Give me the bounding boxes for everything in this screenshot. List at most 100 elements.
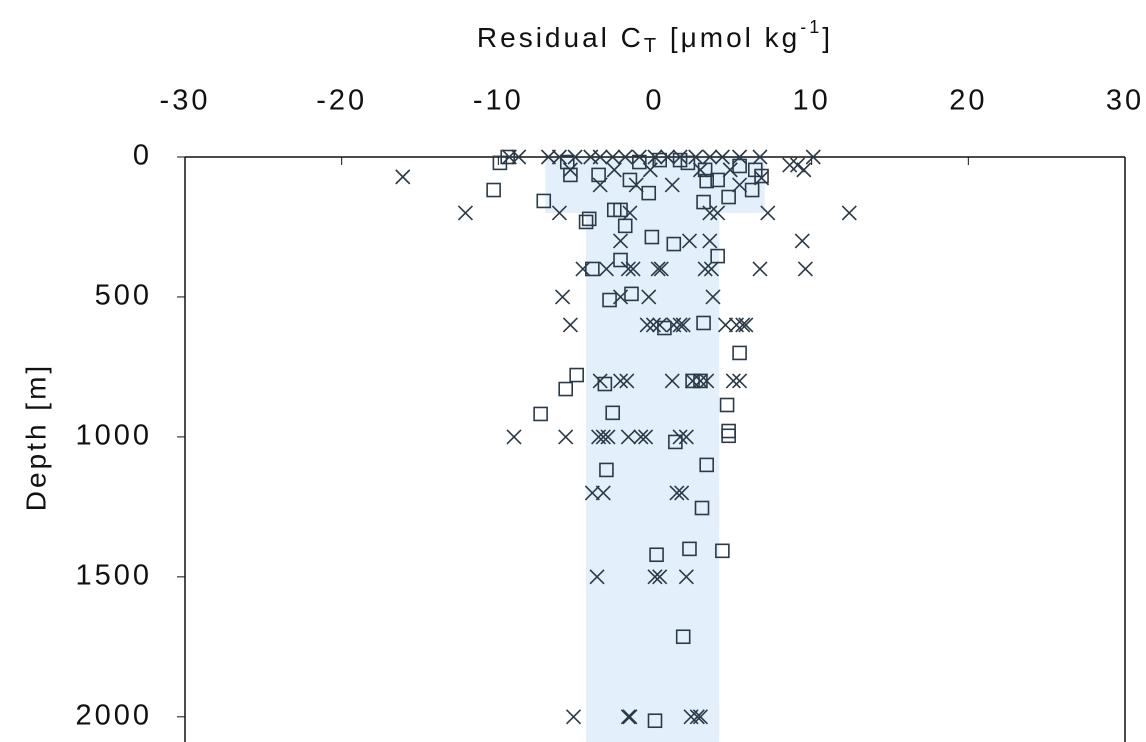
x-marker (794, 233, 810, 249)
square-marker (569, 367, 584, 383)
x-marker (672, 429, 688, 445)
x-marker (622, 205, 638, 221)
x-marker (689, 709, 705, 725)
x-marker (697, 261, 713, 277)
square-marker (666, 236, 682, 252)
x-marker (685, 373, 701, 389)
x-label-superscript: -1 (800, 17, 822, 37)
square-marker (696, 315, 711, 331)
x-marker (647, 149, 663, 165)
x-axis-label: Residual CT [μmol kg-1] (477, 17, 833, 58)
square-marker (591, 167, 606, 183)
x-label-text: Residual C (477, 22, 644, 53)
x-tick-label: -20 (316, 85, 367, 117)
x-marker (638, 429, 654, 445)
square-marker (710, 172, 725, 188)
square-marker (649, 547, 664, 563)
x-label-subscript: T (644, 35, 659, 57)
square-marker (581, 211, 597, 227)
x-marker (558, 429, 574, 445)
x-marker (664, 373, 680, 389)
x-marker (675, 317, 691, 333)
x-marker (669, 485, 685, 501)
square-marker (644, 229, 660, 245)
x-tick-label: -10 (473, 85, 524, 117)
square-marker (641, 185, 657, 201)
x-marker (605, 149, 621, 165)
square-marker (624, 286, 639, 302)
x-marker (612, 233, 629, 249)
square-marker (744, 182, 760, 198)
x-marker (540, 149, 557, 165)
x-marker (705, 289, 721, 305)
x-tick-label: 0 (645, 85, 664, 117)
square-marker (585, 261, 600, 277)
square-marker (732, 345, 747, 361)
x-marker (678, 569, 694, 585)
square-marker (721, 423, 736, 439)
square-marker (492, 155, 508, 171)
x-marker (562, 162, 578, 178)
x-marker (681, 233, 698, 249)
x-marker (732, 373, 748, 389)
x-marker (652, 569, 668, 585)
y-tick-label: 2000 (75, 699, 152, 731)
x-marker (760, 205, 776, 221)
x-marker (710, 205, 726, 221)
x-marker (782, 157, 798, 173)
square-marker (680, 155, 696, 171)
x-tick-label: 20 (949, 85, 987, 117)
x-marker (620, 261, 636, 277)
square-marker (536, 193, 552, 209)
x-marker (674, 485, 690, 501)
square-marker (605, 405, 621, 421)
x-marker (702, 233, 718, 249)
x-marker (692, 709, 708, 725)
y-tick-label: 0 (133, 140, 152, 172)
x-marker (555, 289, 571, 305)
x-marker (722, 162, 738, 178)
x-marker (735, 317, 751, 333)
square-marker (682, 541, 697, 557)
square-marker (486, 182, 501, 198)
x-marker (620, 429, 636, 445)
x-marker (664, 177, 680, 193)
x-marker (738, 317, 754, 333)
x-marker (639, 317, 655, 333)
x-marker (692, 373, 708, 389)
x-marker (622, 709, 638, 725)
square-marker (699, 457, 715, 473)
square-marker (647, 713, 663, 729)
x-marker (790, 157, 806, 173)
square-marker (715, 543, 730, 559)
x-tick-label: 10 (793, 85, 831, 117)
x-marker (612, 373, 629, 389)
x-marker (652, 317, 668, 333)
square-marker (697, 162, 713, 178)
square-marker (602, 292, 617, 308)
square-marker (563, 167, 578, 183)
square-marker (672, 152, 688, 168)
square-marker (613, 252, 628, 268)
x-marker (600, 429, 616, 445)
y-tick-label: 500 (95, 280, 152, 312)
x-marker (732, 177, 748, 193)
x-marker (395, 169, 411, 185)
x-marker (653, 261, 669, 277)
x-label-text: ] (822, 22, 833, 53)
x-marker (752, 149, 768, 165)
x-marker (606, 162, 622, 178)
square-marker (754, 168, 769, 184)
x-marker (592, 373, 608, 389)
x-marker (841, 205, 857, 221)
square-marker (693, 373, 708, 389)
x-marker (584, 485, 600, 501)
x-marker (595, 485, 611, 501)
square-marker (710, 248, 725, 264)
x-marker (551, 205, 567, 221)
square-marker (699, 173, 715, 189)
x-marker (625, 261, 641, 277)
x-marker (703, 261, 719, 277)
square-marker (613, 202, 628, 218)
